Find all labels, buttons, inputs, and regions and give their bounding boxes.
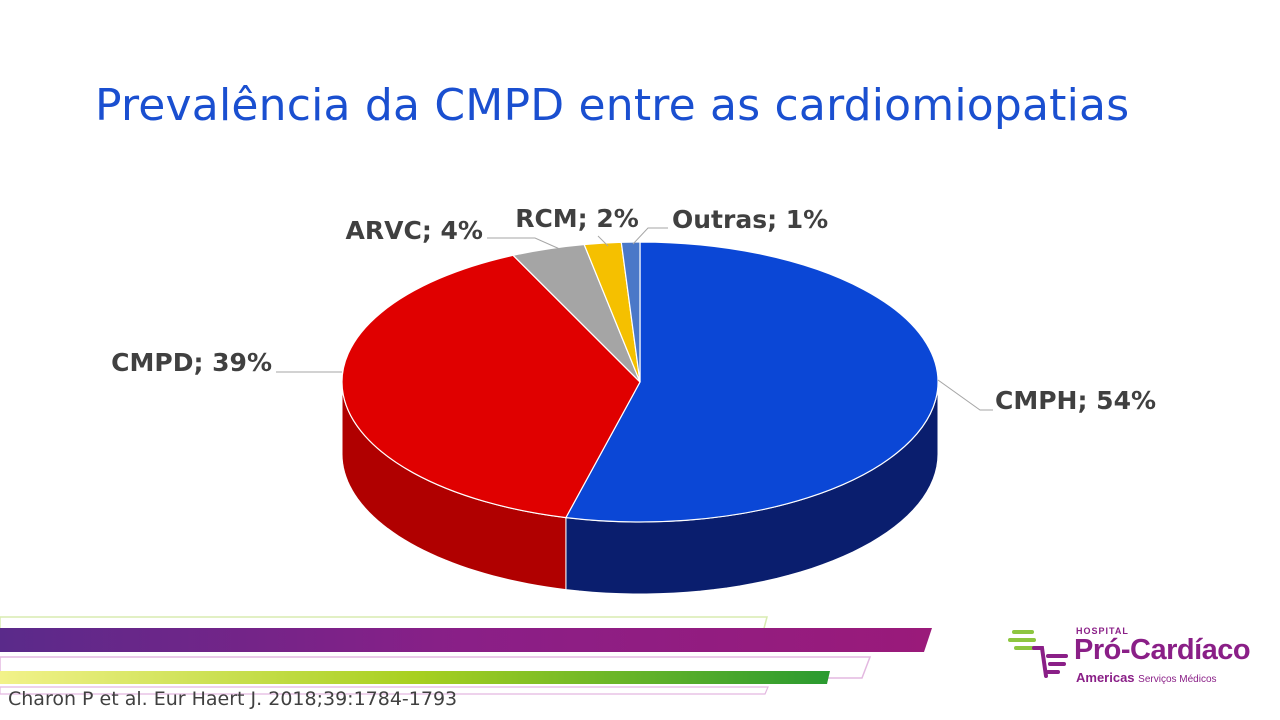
pie-slice-cmph [564, 241, 939, 523]
leader-line-outras [632, 227, 668, 245]
data-label-cmpd: CMPD; 39% [111, 348, 272, 377]
decor-bar-green [0, 671, 830, 684]
logo-hospital-text: HOSPITAL [1076, 626, 1129, 636]
logo-subtitle: Americas Serviços Médicos [1076, 670, 1217, 685]
leader-line-cmph [937, 379, 993, 411]
logo-name: Pró-Cardíaco [1074, 634, 1251, 666]
leader-line-arvc [487, 237, 563, 251]
decor-bar-purple [0, 628, 932, 652]
pie-slice-cmpd [341, 254, 641, 519]
decor-outline-mid [0, 656, 872, 679]
citation: Charon P et al. Eur Haert J. 2018;39:178… [8, 688, 458, 710]
data-label-cmph: CMPH; 54% [995, 386, 1156, 415]
pie-slice-outras [620, 241, 641, 383]
leader-line-rcm [597, 235, 609, 247]
logo-sub-main: Americas [1076, 670, 1135, 685]
data-label-outras: Outras; 1% [672, 205, 828, 234]
hospital-logo: HOSPITAL Pró-Cardíaco Americas Serviços … [1008, 622, 1268, 692]
logo-mark-icon [1008, 630, 1068, 678]
slide-title: Prevalência da CMPD entre as cardiomiopa… [95, 80, 1130, 131]
pie-layer [341, 241, 939, 595]
label-layer: CMPH; 54% CMPD; 39% ARVC; 4% RCM; 2% Outras;… [111, 204, 1156, 415]
decor-stripes [0, 616, 932, 695]
logo-sub-small: Serviços Médicos [1138, 674, 1217, 685]
data-label-arvc: ARVC; 4% [346, 216, 483, 245]
decor-outline-bottom [0, 686, 769, 695]
data-label-rcm: RCM; 2% [515, 204, 639, 233]
